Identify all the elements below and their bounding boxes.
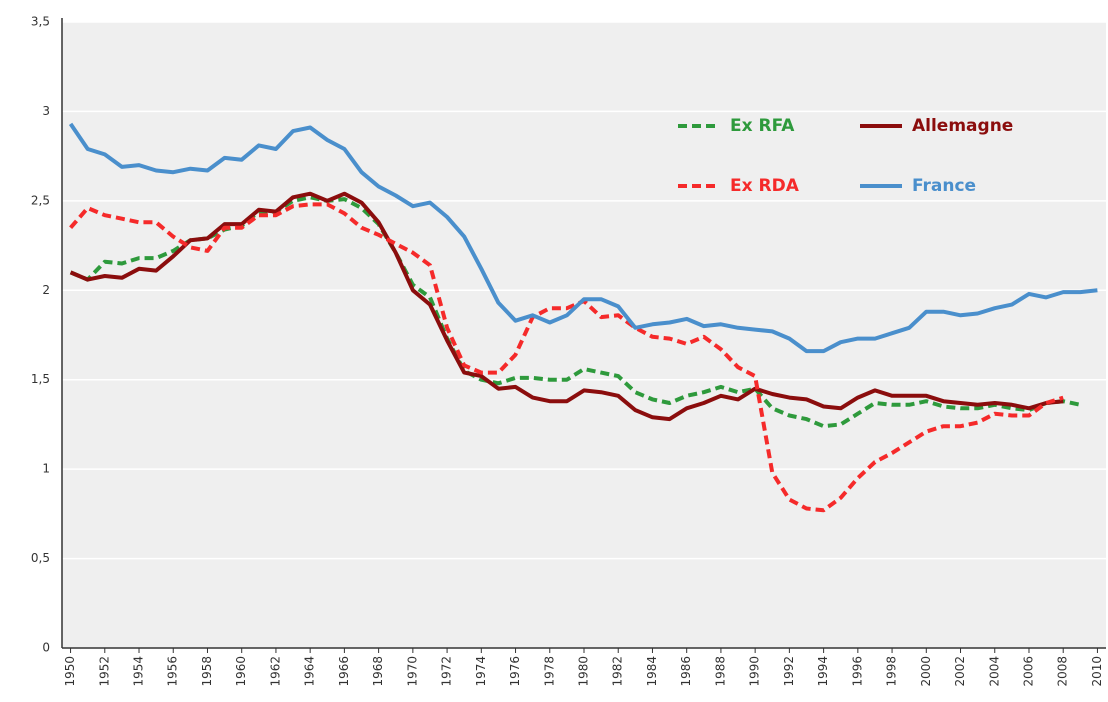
x-tick-label: 1970	[405, 656, 419, 687]
x-tick-label: 1974	[474, 656, 488, 687]
x-tick-label: 1964	[303, 656, 317, 687]
y-tick-label: 1,5	[31, 372, 50, 386]
y-tick-label: 2,5	[31, 193, 50, 207]
x-tick-label: 2002	[953, 656, 967, 687]
x-tick-label: 1976	[508, 656, 522, 687]
x-tick-label: 1984	[645, 656, 659, 687]
x-tick-label: 1982	[611, 656, 625, 687]
x-tick-label: 2010	[1090, 656, 1104, 687]
series-line	[69, 191, 1064, 422]
series-line	[68, 122, 1098, 354]
plot-area	[62, 22, 1106, 648]
legend-label: France	[912, 176, 976, 196]
x-tick-label: 1968	[371, 656, 385, 687]
x-tick-label: 1972	[440, 656, 454, 687]
x-tick-label: 1966	[337, 656, 351, 687]
x-tick-label: 1994	[816, 656, 830, 687]
series-line	[69, 202, 1064, 513]
x-tick-label: 2006	[1021, 656, 1035, 687]
y-tick-label: 3	[42, 104, 50, 118]
y-tick-label: 2	[42, 283, 50, 297]
x-tick-label: 1990	[748, 656, 762, 687]
y-tick-label: 1	[42, 462, 50, 476]
x-tick-label: 1986	[679, 656, 693, 687]
x-tick-label: 1992	[782, 656, 796, 687]
x-tick-label: 1988	[713, 656, 727, 687]
x-tick-label: 1998	[885, 656, 899, 687]
legend-label: Allemagne	[912, 116, 1013, 136]
y-tick-label: 0	[42, 641, 50, 655]
x-tick-label: 1962	[268, 656, 282, 687]
x-tick-label: 1958	[200, 656, 214, 687]
x-tick-label: 2004	[987, 656, 1001, 687]
y-tick-label: 0,5	[31, 551, 50, 565]
x-tick-label: 1956	[166, 656, 180, 687]
x-tick-label: 1980	[577, 656, 591, 687]
x-tick-label: 1996	[850, 656, 864, 687]
legend-label: Ex RFA	[730, 116, 795, 136]
x-tick-label: 1978	[542, 656, 556, 687]
x-tick-label: 2000	[919, 656, 933, 687]
x-tick-label: 2008	[1056, 656, 1070, 687]
legend-label: Ex RDA	[730, 176, 800, 196]
x-tick-label: 1952	[97, 656, 111, 687]
x-tick-label: 1954	[132, 656, 146, 687]
x-tick-label: 1960	[234, 656, 248, 687]
y-tick-label: 3,5	[31, 15, 50, 29]
x-tick-label: 1950	[63, 656, 77, 687]
